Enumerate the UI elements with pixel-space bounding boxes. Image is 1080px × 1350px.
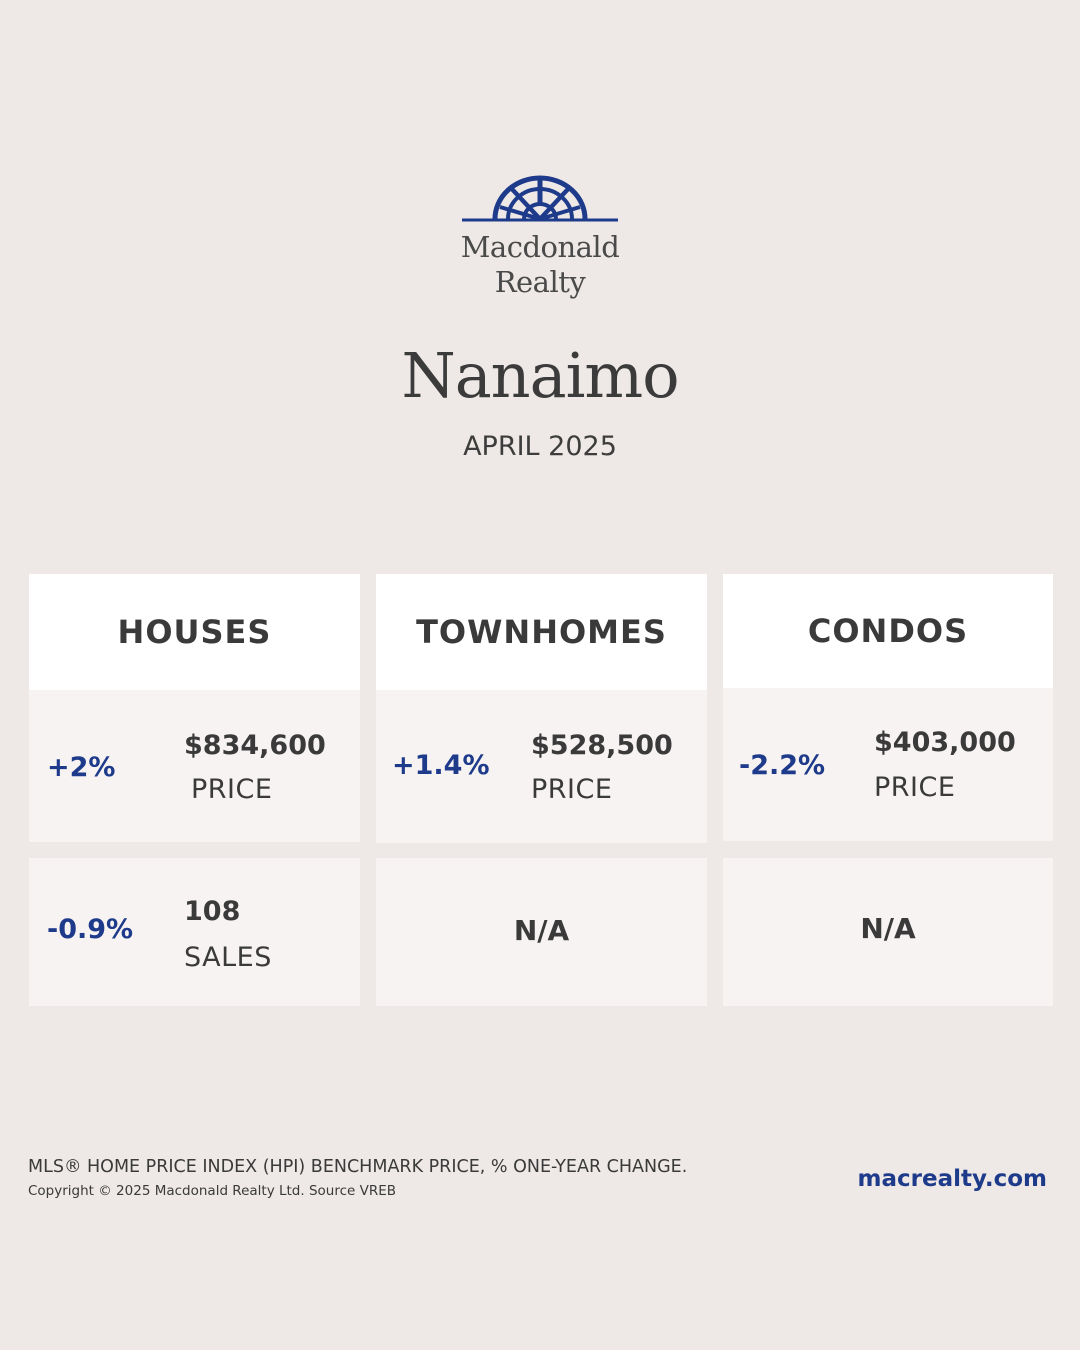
houses-price-value: $834,600 [184,730,326,761]
townhomes-sales-na: N/A [513,914,570,947]
condos-price-label: PRICE [874,772,956,803]
houses-price-label: PRICE [191,774,273,805]
houses-sales-change: -0.9% [47,914,134,945]
townhomes-price-value: $528,500 [531,730,673,761]
townhomes-header: TOWNHOMES [376,574,707,690]
page-title: Nanaimo [401,339,679,412]
fan-window-icon [462,175,618,222]
houses-sales-value: 108 [184,896,241,927]
website-link[interactable]: macrealty.com [857,1166,1047,1192]
houses-header: HOUSES [29,574,360,690]
houses-heading: HOUSES [117,613,272,651]
townhomes-price-change: +1.4% [392,750,490,781]
townhomes-price-card: +1.4% $528,500 PRICE [376,690,707,843]
townhomes-heading: TOWNHOMES [416,613,667,651]
houses-price-card: +2% $834,600 PRICE [29,690,360,842]
houses-sales-label: SALES [184,942,272,973]
logo-wordmark-line1: Macdonald [460,230,620,264]
townhomes-price-label: PRICE [531,774,613,805]
condos-sales-card: N/A [723,858,1053,1006]
footer-copyright: Copyright © 2025 Macdonald Realty Ltd. S… [28,1183,397,1199]
condos-sales-na: N/A [860,912,916,945]
brand-logo: Macdonald Realty [0,174,1080,300]
houses-sales-card: -0.9% 108 SALES [29,858,360,1006]
logo-wordmark-line2: Realty [494,265,586,299]
condos-price-card: -2.2% $403,000 PRICE [723,688,1053,841]
houses-price-change: +2% [47,752,116,783]
townhomes-sales-card: N/A [376,858,707,1006]
condos-header: CONDOS [723,574,1053,688]
condos-price-value: $403,000 [874,727,1016,758]
condos-heading: CONDOS [807,612,969,650]
condos-price-change: -2.2% [739,750,826,781]
footer-note: MLS® HOME PRICE INDEX (HPI) BENCHMARK PR… [28,1157,688,1177]
period-label: APRIL 2025 [463,431,617,462]
